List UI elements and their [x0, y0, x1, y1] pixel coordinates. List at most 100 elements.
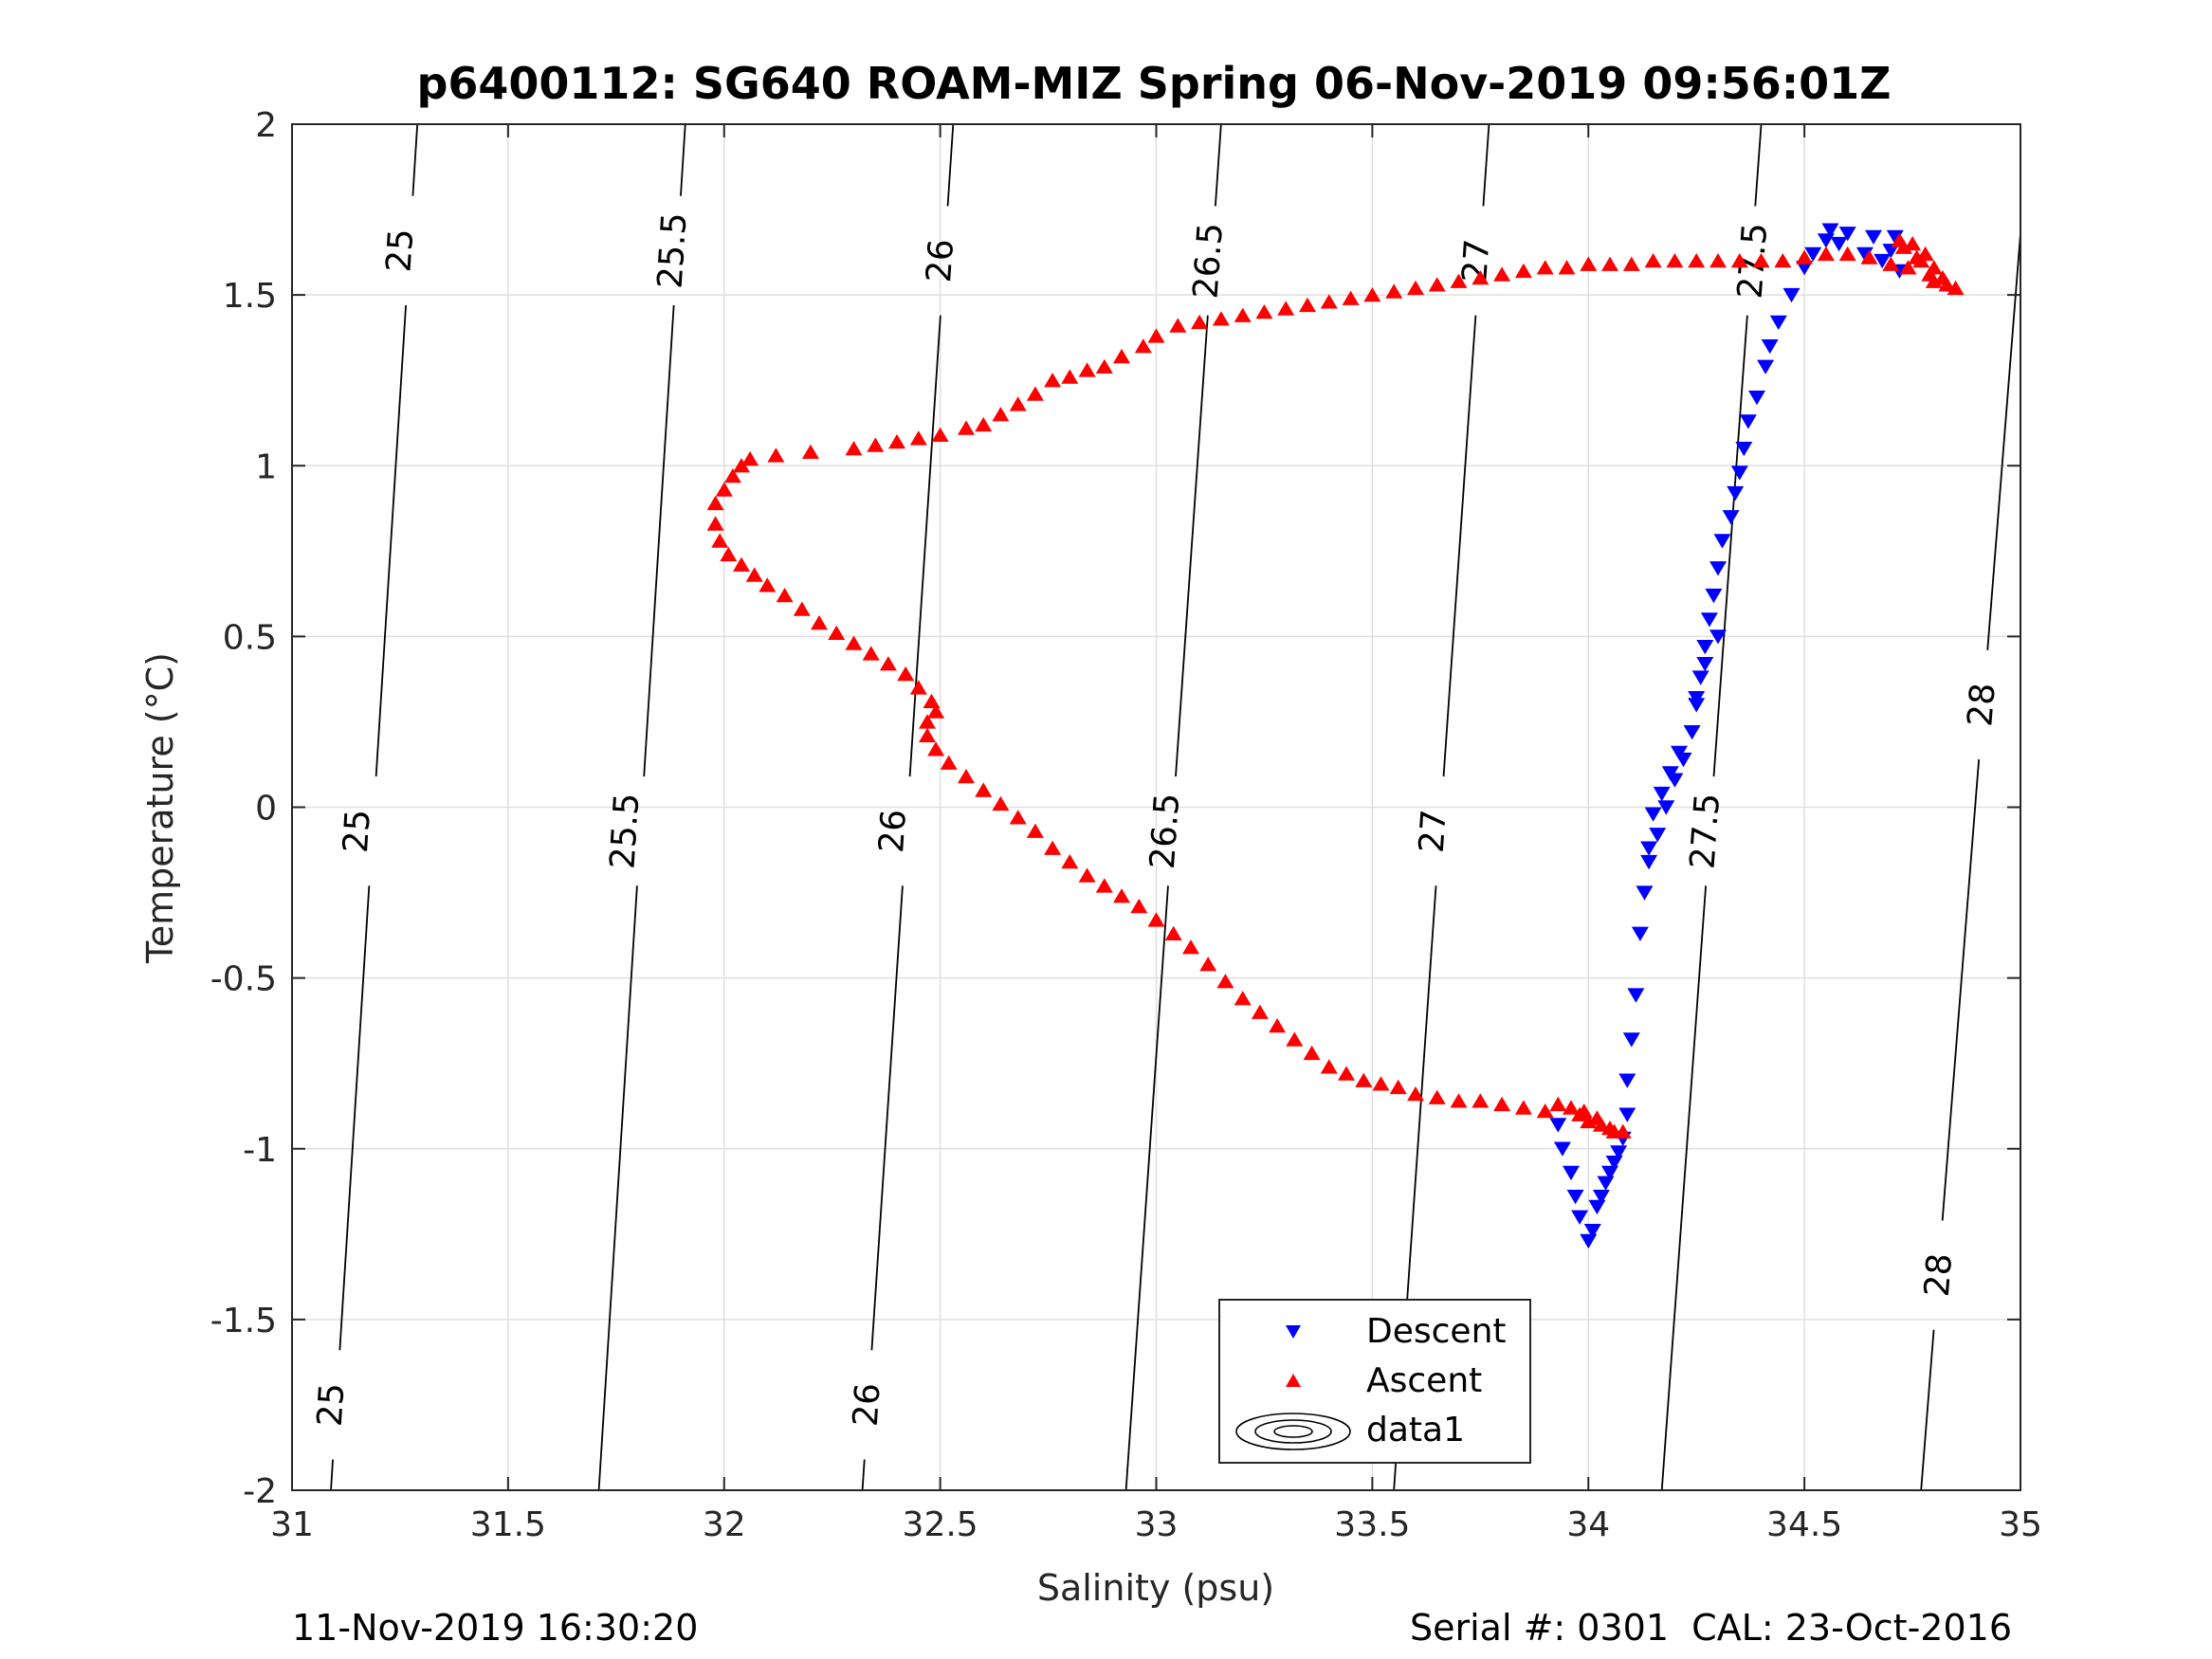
- ascent-marker: [1644, 253, 1662, 268]
- series-ascent: [706, 232, 1965, 1139]
- ascent-marker: [1912, 253, 1930, 268]
- ascent-marker: [1796, 249, 1814, 264]
- ascent-marker: [1730, 253, 1748, 268]
- ascent-marker: [793, 601, 811, 616]
- ascent-marker: [1622, 256, 1640, 271]
- density-contour-line: [375, 304, 407, 777]
- ascent-marker: [1372, 1076, 1390, 1091]
- ascent-marker: [1938, 277, 1956, 292]
- ascent-marker: [1191, 314, 1209, 330]
- ascent-marker: [1078, 867, 1096, 883]
- ascent-marker: [975, 782, 993, 797]
- y-tick-label: -1: [243, 1131, 277, 1170]
- ascent-marker: [1299, 297, 1316, 313]
- ascent-marker: [1385, 283, 1403, 299]
- ascent-marker: [1894, 239, 1912, 254]
- legend-ascent-marker: [1286, 1374, 1301, 1387]
- ascent-marker: [1472, 270, 1490, 285]
- y-tick-label: 0: [255, 790, 277, 829]
- ascent-marker: [1199, 957, 1217, 972]
- ascent-marker: [1389, 1079, 1407, 1095]
- ascent-marker: [1428, 1089, 1446, 1104]
- density-contour-label: 28: [1961, 682, 2002, 728]
- ascent-marker: [1614, 1123, 1632, 1139]
- x-tick-label: 33.5: [1334, 1505, 1410, 1544]
- descent-marker: [1817, 233, 1835, 248]
- ascent-marker: [706, 495, 724, 511]
- chart-title: p6400112: SG640 ROAM-MIZ Spring 06-Nov-2…: [416, 58, 1891, 109]
- density-contour-label: 25: [379, 228, 421, 273]
- ascent-marker: [1095, 878, 1113, 893]
- x-tick-label: 34.5: [1766, 1505, 1842, 1544]
- ascent-marker: [811, 614, 828, 630]
- ascent-marker: [1338, 1066, 1355, 1081]
- ascent-marker: [1575, 1103, 1593, 1119]
- ascent-marker: [1234, 991, 1252, 1006]
- density-contour-line: [1941, 758, 1981, 1221]
- ascent-marker: [1882, 256, 1900, 271]
- ascent-marker: [1147, 328, 1165, 343]
- ascent-marker: [1234, 307, 1252, 322]
- descent-marker: [1640, 841, 1658, 856]
- ascent-marker: [1899, 260, 1917, 275]
- descent-marker: [1631, 926, 1649, 941]
- density-contour-line: [861, 1459, 866, 1491]
- grid: [291, 123, 2021, 1491]
- legend-descent-label: Descent: [1366, 1312, 1507, 1351]
- y-tick-label: -0.5: [210, 960, 277, 999]
- descent-marker: [1705, 588, 1723, 604]
- y-tick-label: 1: [255, 447, 277, 486]
- descent-marker: [1618, 1107, 1636, 1122]
- ascent-marker: [1255, 304, 1273, 319]
- x-tick-label: 31: [270, 1505, 314, 1544]
- ascent-marker: [767, 447, 785, 463]
- density-contour-label: 26: [872, 809, 914, 854]
- legend: Descent Ascent data1: [1218, 1299, 1531, 1464]
- ascent-marker: [1147, 912, 1165, 927]
- density-contour-line: [1124, 885, 1169, 1491]
- descent-marker: [1874, 253, 1892, 269]
- descent-marker: [1610, 1145, 1628, 1160]
- density-contour-label: 25.5: [603, 792, 647, 870]
- descent-marker: [1804, 246, 1822, 262]
- density-contour-line: [1482, 123, 1490, 207]
- density-contour-label: 28: [1918, 1252, 1960, 1299]
- ascent-marker: [909, 680, 927, 695]
- ascent-marker: [1355, 1072, 1373, 1087]
- descent-marker: [1865, 229, 1882, 245]
- ascent-marker: [1472, 1093, 1490, 1108]
- ascent-marker: [940, 755, 958, 770]
- descent-marker: [1636, 885, 1654, 901]
- density-contour-line: [680, 123, 686, 196]
- ascent-marker: [1061, 854, 1079, 869]
- density-contour-label: 26.5: [1186, 222, 1230, 301]
- density-contour-label: 25: [311, 1382, 353, 1428]
- ascent-marker: [975, 416, 993, 432]
- ascent-marker: [1407, 280, 1424, 296]
- ascent-marker: [1450, 1093, 1468, 1108]
- ascent-marker: [1130, 898, 1148, 914]
- ascent-marker: [1134, 338, 1152, 354]
- density-contour-label: 25.5: [651, 211, 695, 290]
- ascent-marker: [927, 703, 945, 719]
- density-contour-label: 26.5: [1143, 792, 1187, 870]
- ascent-marker: [1286, 1031, 1304, 1047]
- y-tick-label: 2: [255, 106, 277, 145]
- ascent-marker: [1580, 256, 1598, 271]
- descent-marker: [1761, 339, 1779, 355]
- ascent-marker: [1817, 246, 1835, 262]
- ascent-marker: [733, 556, 750, 572]
- descent-marker: [1700, 612, 1718, 628]
- y-axis-ticks: -2 -1.5 -1 -0.5 0 0.5 1 1.5 2: [210, 106, 2020, 1511]
- descent-marker: [1713, 534, 1731, 549]
- x-axis-label: Salinity (psu): [1037, 1567, 1274, 1609]
- descent-marker: [1563, 1165, 1580, 1181]
- descent-marker: [1566, 1190, 1584, 1205]
- descent-marker: [1683, 725, 1701, 740]
- ascent-marker: [927, 741, 945, 757]
- descent-marker: [1583, 1224, 1601, 1239]
- ascent-marker: [1493, 1096, 1511, 1112]
- ascent-marker: [888, 433, 905, 449]
- descent-marker: [1622, 1032, 1640, 1048]
